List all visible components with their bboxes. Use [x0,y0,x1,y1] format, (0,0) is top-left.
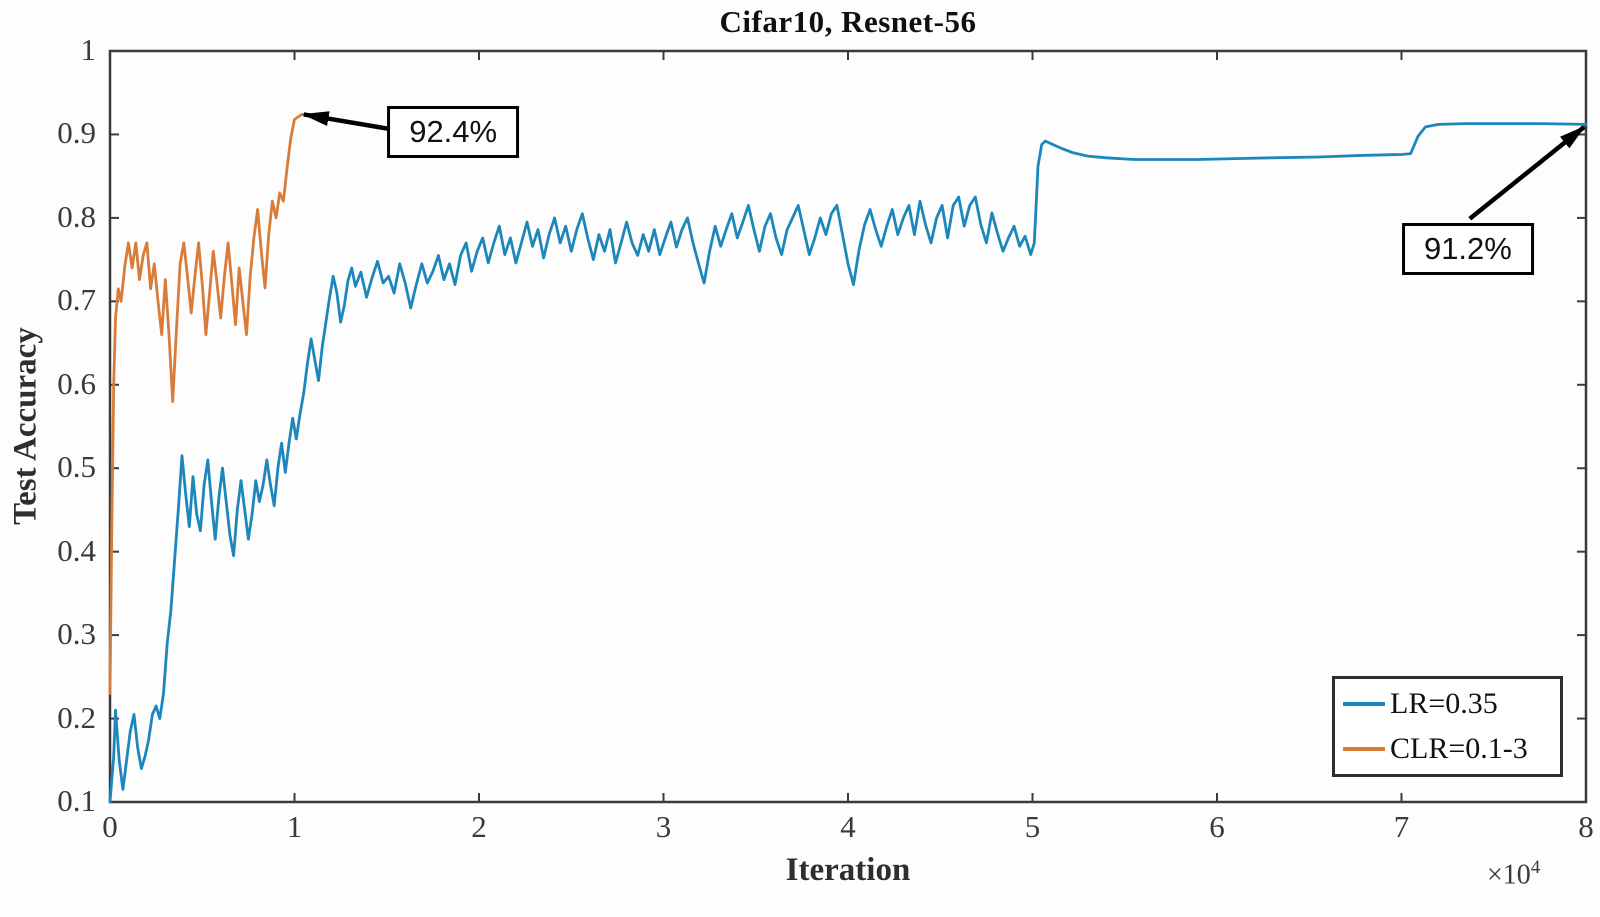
x-axis-multiplier: ×104 [1487,857,1540,891]
annotation-arrow [1468,125,1586,221]
legend-line-sample-clr [1343,747,1385,751]
y-tick-label: 0.8 [57,198,96,234]
annotation-clr-peak-text: 92.4% [409,113,498,149]
legend-row-clr: CLR=0.1-3 [1343,727,1552,772]
x-tick-label: 8 [1578,809,1594,844]
x-axis-label: Iteration [785,852,911,888]
y-axis-label: Test Accuracy [7,327,44,525]
x-tick-label: 4 [840,809,856,844]
x-axis-multiplier-base: ×10 [1487,859,1531,891]
annotation-lr-final-text: 91.2% [1423,230,1512,266]
y-tick-label: 1 [80,32,97,67]
x-tick-label: 2 [471,809,487,844]
annotation-clr-peak-accuracy: 92.4% [387,105,520,158]
x-tick-label: 6 [1209,809,1225,844]
axes-layer [108,49,1588,804]
x-tick-label: 7 [1393,809,1410,844]
x-tick-label: 3 [655,809,672,844]
y-tick-label: 0.9 [57,115,96,151]
y-tick-label: 0.4 [57,532,96,568]
y-tick-label: 0.5 [57,449,96,485]
legend-line-sample-lr [1343,702,1385,706]
legend-row-lr: LR=0.35 [1343,682,1552,727]
x-axis-multiplier-exponent: 4 [1530,857,1541,878]
series-layer [108,113,1588,804]
legend: LR=0.35 CLR=0.1-3 [1332,676,1563,777]
y-tick-label: 0.7 [57,282,96,318]
annotation-arrow-layer [301,111,1586,221]
x-tick-label: 5 [1024,809,1041,844]
y-tick-label: 0.3 [57,616,96,652]
x-tick-label: 0 [102,809,118,844]
annotation-arrow [301,111,393,132]
series-line-clr-0-1-3 [108,113,304,695]
x-tick-label: 1 [286,809,303,844]
y-tick-label: 0.6 [57,365,96,401]
series-line-lr-0-35 [108,122,1588,804]
annotation-lr-final-accuracy: 91.2% [1401,222,1534,275]
y-tick-label: 0.1 [57,783,96,818]
legend-label-clr: CLR=0.1-3 [1390,732,1528,765]
chart-title: Cifar10, Resnet-56 [719,4,977,39]
legend-label-lr: LR=0.35 [1390,687,1498,720]
y-tick-label: 0.2 [57,699,96,735]
